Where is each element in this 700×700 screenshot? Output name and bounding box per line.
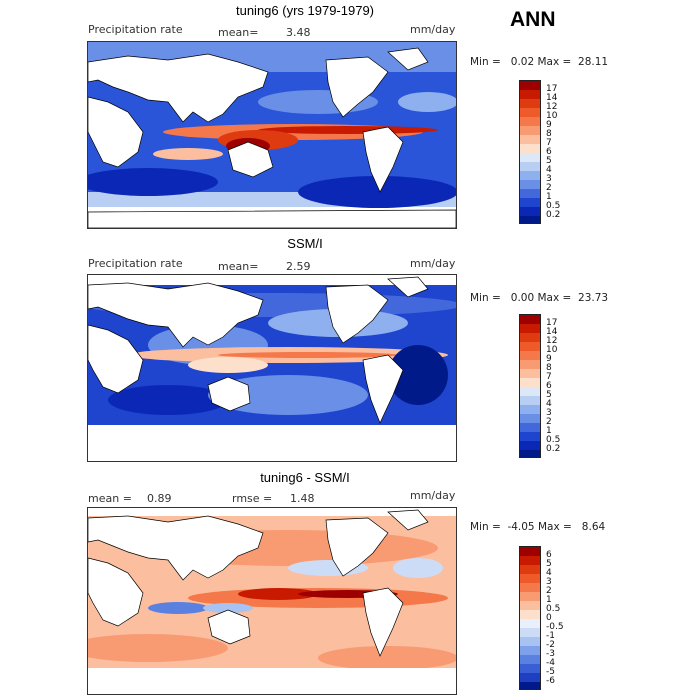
panel-3-map-graphic <box>88 508 456 694</box>
colorbar-tick-label: 1 <box>546 595 552 605</box>
colorbar-tick-label: 0.2 <box>546 210 561 220</box>
panel-1-mean-value: 3.48 <box>286 26 311 39</box>
colorbar-tick-label: 4 <box>546 399 552 409</box>
colorbar-tick-label: 5 <box>546 390 552 400</box>
colorbar-tick-label: 17 <box>546 84 558 94</box>
colorbar-tick-label: 0.2 <box>546 444 561 454</box>
colorbar-tick-label: 9 <box>546 120 552 130</box>
panel-3-mean-value: 0.89 <box>147 492 172 505</box>
colorbar-tick-label: 2 <box>546 586 552 596</box>
panel-2-colorbar-labels: 17 14 12 10 9 8 7 6 5 4 3 2 1 0.5 0.2 <box>546 314 586 458</box>
colorbar-tick-label: 0.5 <box>546 435 561 445</box>
colorbar-tick-label: 0.5 <box>546 604 561 614</box>
colorbar-tick-label: 0 <box>546 613 552 623</box>
colorbar-tick-label: 6 <box>546 147 552 157</box>
panel-3-colorbar-labels: 6 5 4 3 2 1 0.5 0 -0.5 -1 -2 -3 -4 -5 -6 <box>546 546 586 690</box>
panel-2-units: mm/day <box>410 257 456 270</box>
panel-2-min-max: Min = 0.00 Max = 23.73 <box>470 292 609 304</box>
panel-3-mean-label: mean = <box>88 492 132 505</box>
colorbar-tick-label: 8 <box>546 129 552 139</box>
colorbar-tick-label: 1 <box>546 426 552 436</box>
panel-1-colorbar <box>519 80 541 224</box>
colorbar-tick-label: -5 <box>546 667 555 677</box>
panel-3-map <box>87 507 457 695</box>
panel-2-mean-label: mean= <box>218 260 259 273</box>
panel-1-map <box>87 41 457 229</box>
panel-2-variable-label: Precipitation rate <box>88 257 183 270</box>
colorbar-tick-label: 0.5 <box>546 201 561 211</box>
colorbar-tick-label: -3 <box>546 649 555 659</box>
panel-2-title: SSM/I <box>287 236 323 251</box>
season-label: ANN <box>510 8 556 31</box>
colorbar-tick-label: -0.5 <box>546 622 564 632</box>
panel-1-units: mm/day <box>410 23 456 36</box>
panel-2-colorbar <box>519 314 541 458</box>
colorbar-tick-label: -2 <box>546 640 555 650</box>
colorbar-tick-label: 14 <box>546 93 558 103</box>
panel-3-rmse-value: 1.48 <box>290 492 315 505</box>
colorbar-tick-label: 7 <box>546 372 552 382</box>
colorbar-tick-label: 7 <box>546 138 552 148</box>
panel-2-map <box>87 274 457 462</box>
colorbar-tick-label: 17 <box>546 318 558 328</box>
panel-2-map-graphic <box>88 275 456 461</box>
colorbar-tick-label: 6 <box>546 381 552 391</box>
colorbar-tick-label: 5 <box>546 156 552 166</box>
colorbar-tick-label: 9 <box>546 354 552 364</box>
colorbar-tick-label: 3 <box>546 174 552 184</box>
colorbar-tick-label: 1 <box>546 192 552 202</box>
panel-1-title: tuning6 (yrs 1979-1979) <box>235 3 375 18</box>
colorbar-tick-label: 12 <box>546 102 558 112</box>
colorbar-tick-label: 4 <box>546 165 552 175</box>
panel-1-mean-label: mean= <box>218 26 259 39</box>
colorbar-tick-label: 3 <box>546 408 552 418</box>
colorbar-tick-label: 4 <box>546 568 552 578</box>
colorbar-tick-label: -1 <box>546 631 555 641</box>
panel-3-title: tuning6 - SSM/I <box>260 470 350 485</box>
colorbar-tick-label: 2 <box>546 183 552 193</box>
colorbar-tick-label: 10 <box>546 345 558 355</box>
panel-1-min-max: Min = 0.02 Max = 28.11 <box>470 56 609 68</box>
colorbar-tick-label: 3 <box>546 577 552 587</box>
panel-1-variable-label: Precipitation rate <box>88 23 183 36</box>
colorbar-tick-label: 2 <box>546 417 552 427</box>
panel-3-units: mm/day <box>410 489 456 502</box>
colorbar-tick-label: 5 <box>546 559 552 569</box>
colorbar-tick-label: 12 <box>546 336 558 346</box>
panel-1-map-graphic <box>88 42 456 228</box>
colorbar-tick-label: 8 <box>546 363 552 373</box>
colorbar-tick-label: 14 <box>546 327 558 337</box>
panel-3-min-max: Min = -4.05 Max = 8.64 <box>470 521 606 533</box>
panel-1-colorbar-labels: 17 14 12 10 9 8 7 6 5 4 3 2 1 0.5 0.2 <box>546 80 586 224</box>
colorbar-tick-label: 10 <box>546 111 558 121</box>
panel-3-colorbar <box>519 546 541 690</box>
panel-2-mean-value: 2.59 <box>286 260 311 273</box>
colorbar-tick-label: 6 <box>546 550 552 560</box>
colorbar-tick-label: -6 <box>546 676 555 686</box>
colorbar-tick-label: -4 <box>546 658 555 668</box>
panel-3-rmse-label: rmse = <box>232 492 273 505</box>
